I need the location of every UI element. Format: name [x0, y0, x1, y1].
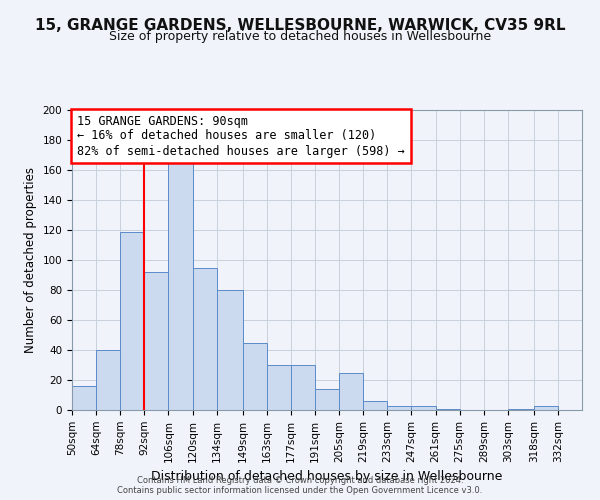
Bar: [217, 290, 242, 410]
Bar: [315, 389, 339, 410]
Text: 15, GRANGE GARDENS, WELLESBOURNE, WARWICK, CV35 9RL: 15, GRANGE GARDENS, WELLESBOURNE, WARWIC…: [35, 18, 565, 32]
Bar: [436, 408, 460, 410]
Bar: [534, 406, 558, 410]
Text: Size of property relative to detached houses in Wellesbourne: Size of property relative to detached ho…: [109, 30, 491, 43]
Text: 15 GRANGE GARDENS: 90sqm
← 16% of detached houses are smaller (120)
82% of semi-: 15 GRANGE GARDENS: 90sqm ← 16% of detach…: [77, 114, 405, 158]
Bar: [363, 401, 388, 410]
Bar: [193, 268, 217, 410]
Bar: [120, 232, 145, 410]
Bar: [508, 408, 534, 410]
Bar: [145, 272, 169, 410]
Bar: [339, 372, 363, 410]
Bar: [72, 386, 96, 410]
Bar: [388, 406, 412, 410]
X-axis label: Distribution of detached houses by size in Wellesbourne: Distribution of detached houses by size …: [151, 470, 503, 483]
Text: Contains HM Land Registry data © Crown copyright and database right 2024.: Contains HM Land Registry data © Crown c…: [137, 476, 463, 485]
Bar: [169, 161, 193, 410]
Bar: [412, 406, 436, 410]
Text: Contains public sector information licensed under the Open Government Licence v3: Contains public sector information licen…: [118, 486, 482, 495]
Bar: [291, 365, 315, 410]
Bar: [96, 350, 120, 410]
Bar: [242, 342, 266, 410]
Y-axis label: Number of detached properties: Number of detached properties: [24, 167, 37, 353]
Bar: [266, 365, 291, 410]
